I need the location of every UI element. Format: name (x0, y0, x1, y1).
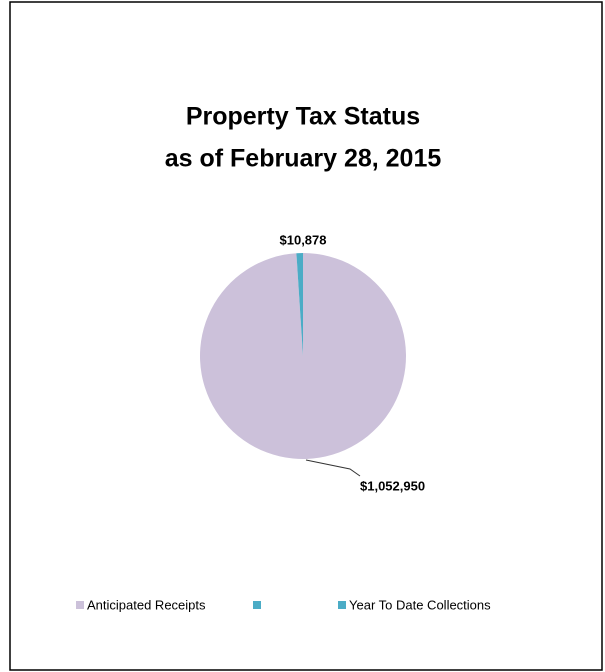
data-label: $10,878 (280, 232, 327, 247)
pie-slice (199, 253, 406, 459)
pie-slice (296, 253, 303, 356)
leader-line (305, 459, 361, 477)
chart-title: as of February 28, 2015 (165, 145, 442, 173)
legend-swatch (76, 601, 84, 609)
legend-swatch (338, 601, 346, 609)
legend-label: Anticipated Receipts (87, 597, 206, 612)
legend-swatch (253, 601, 261, 609)
legend-label: Year To Date Collections (349, 597, 491, 612)
chart-title: Property Tax Status (186, 103, 420, 131)
data-label: $1,052,950 (360, 478, 425, 493)
